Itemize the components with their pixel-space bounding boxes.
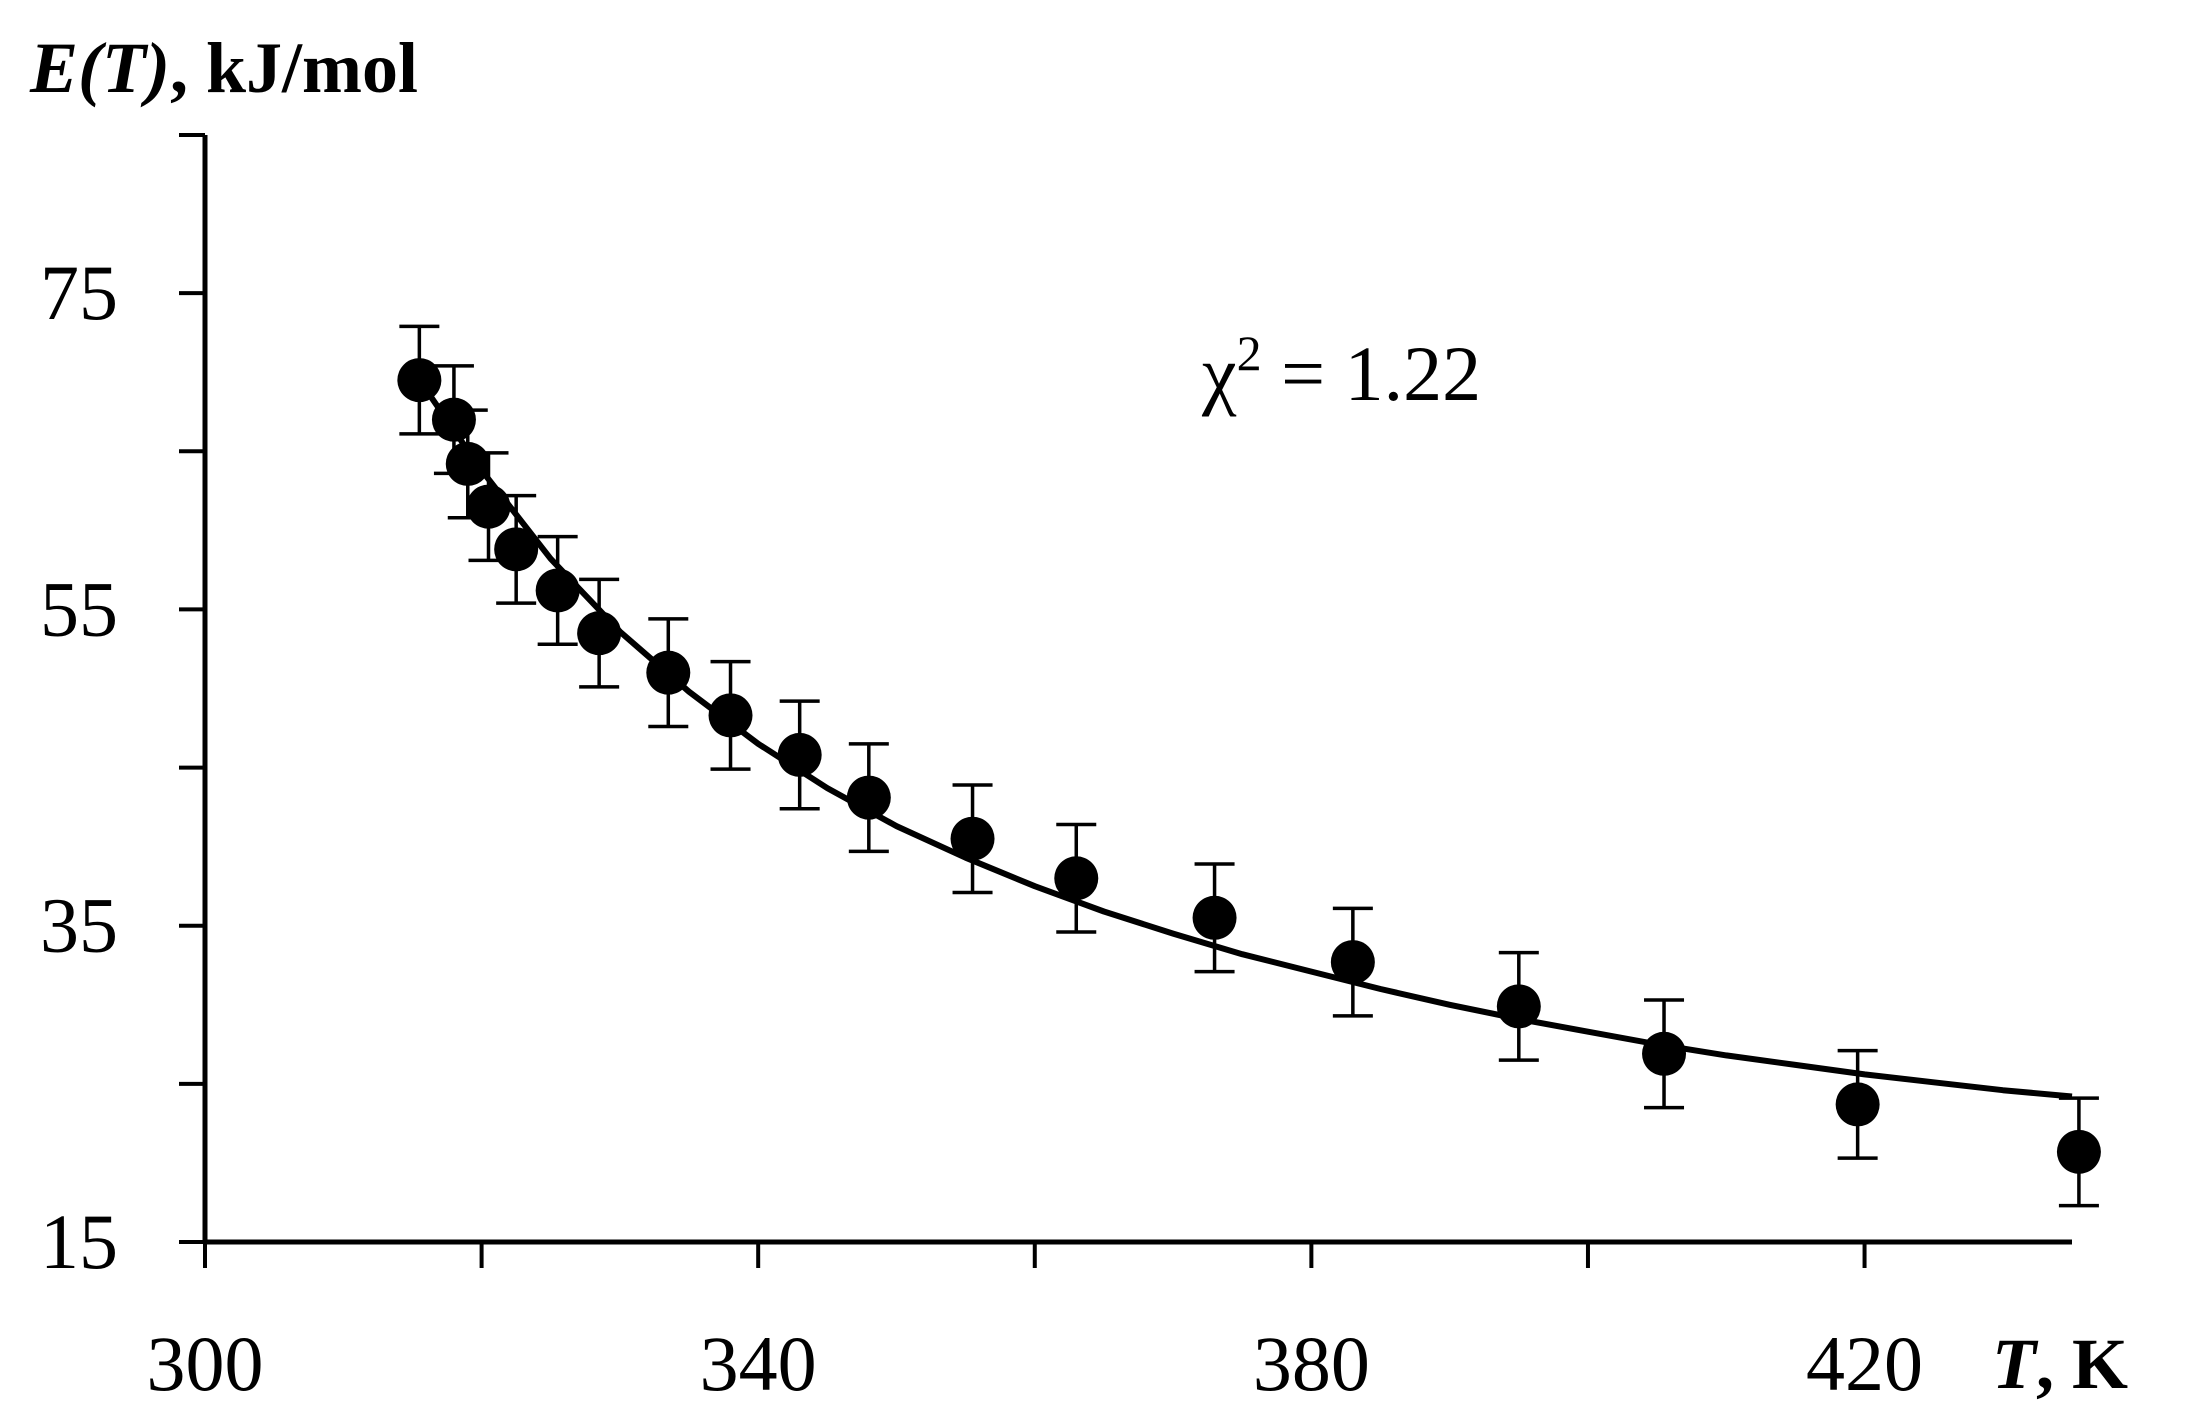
data-marker bbox=[1496, 984, 1541, 1029]
data-marker bbox=[397, 358, 442, 403]
data-marker bbox=[1642, 1031, 1687, 1076]
data-marker bbox=[445, 441, 490, 486]
data-marker bbox=[466, 484, 511, 529]
chi-square-annotation: χ2 = 1.22 bbox=[1201, 325, 1481, 417]
data-point bbox=[1642, 998, 1687, 1110]
data-marker bbox=[577, 611, 622, 656]
x-axis-title: T, K bbox=[1992, 1324, 2128, 1404]
data-point bbox=[846, 742, 891, 854]
fit-curve-layer bbox=[416, 378, 2073, 1100]
x-tick-label: 300 bbox=[147, 1320, 264, 1407]
y-tick-label: 35 bbox=[40, 882, 118, 969]
data-point bbox=[950, 783, 995, 895]
y-tick-label: 75 bbox=[40, 249, 118, 336]
data-marker bbox=[777, 732, 822, 777]
data-point bbox=[494, 493, 539, 605]
x-tick-label: 340 bbox=[700, 1320, 817, 1407]
chi-symbol: χ bbox=[1201, 330, 1237, 417]
data-point bbox=[397, 324, 442, 436]
data-marker bbox=[1192, 895, 1237, 940]
data-point bbox=[708, 659, 753, 771]
data-point bbox=[577, 577, 622, 689]
x-axis-symbol: T bbox=[1992, 1324, 2039, 1404]
x-tick-label: 420 bbox=[1806, 1320, 1923, 1407]
x-axis-unit: , K bbox=[2036, 1324, 2128, 1404]
data-marker bbox=[494, 527, 539, 572]
data-marker bbox=[1054, 856, 1099, 901]
data-point bbox=[1330, 906, 1375, 1018]
chi-value: = 1.22 bbox=[1262, 330, 1482, 417]
tick-labels: 15 35 55 75 300 340 380 420 bbox=[40, 249, 1923, 1407]
data-point bbox=[1192, 862, 1237, 974]
y-axis-title: E(T), kJ/mol bbox=[29, 28, 418, 108]
data-marker bbox=[846, 775, 891, 820]
y-tick-label: 55 bbox=[40, 565, 118, 652]
data-marker bbox=[708, 693, 753, 738]
data-point bbox=[2056, 1096, 2101, 1208]
data-points-layer bbox=[397, 324, 2101, 1208]
data-point bbox=[1496, 950, 1541, 1062]
data-point bbox=[1835, 1048, 1880, 1160]
x-tick-label: 380 bbox=[1253, 1320, 1370, 1407]
y-tick-label: 15 bbox=[40, 1198, 118, 1285]
axes bbox=[179, 133, 2072, 1268]
fit-curve bbox=[416, 378, 2073, 1100]
chi-exponent: 2 bbox=[1237, 325, 1262, 381]
data-point bbox=[777, 699, 822, 811]
data-marker bbox=[1330, 940, 1375, 985]
data-point bbox=[535, 534, 580, 646]
data-marker bbox=[950, 816, 995, 861]
data-point bbox=[646, 617, 691, 729]
data-marker bbox=[2056, 1129, 2101, 1174]
data-point bbox=[1054, 822, 1099, 934]
y-axis-symbol: E(T) bbox=[29, 28, 170, 108]
y-axis-unit: , kJ/mol bbox=[170, 28, 418, 108]
data-marker bbox=[646, 650, 691, 695]
data-marker bbox=[535, 568, 580, 613]
data-marker bbox=[1835, 1082, 1880, 1127]
